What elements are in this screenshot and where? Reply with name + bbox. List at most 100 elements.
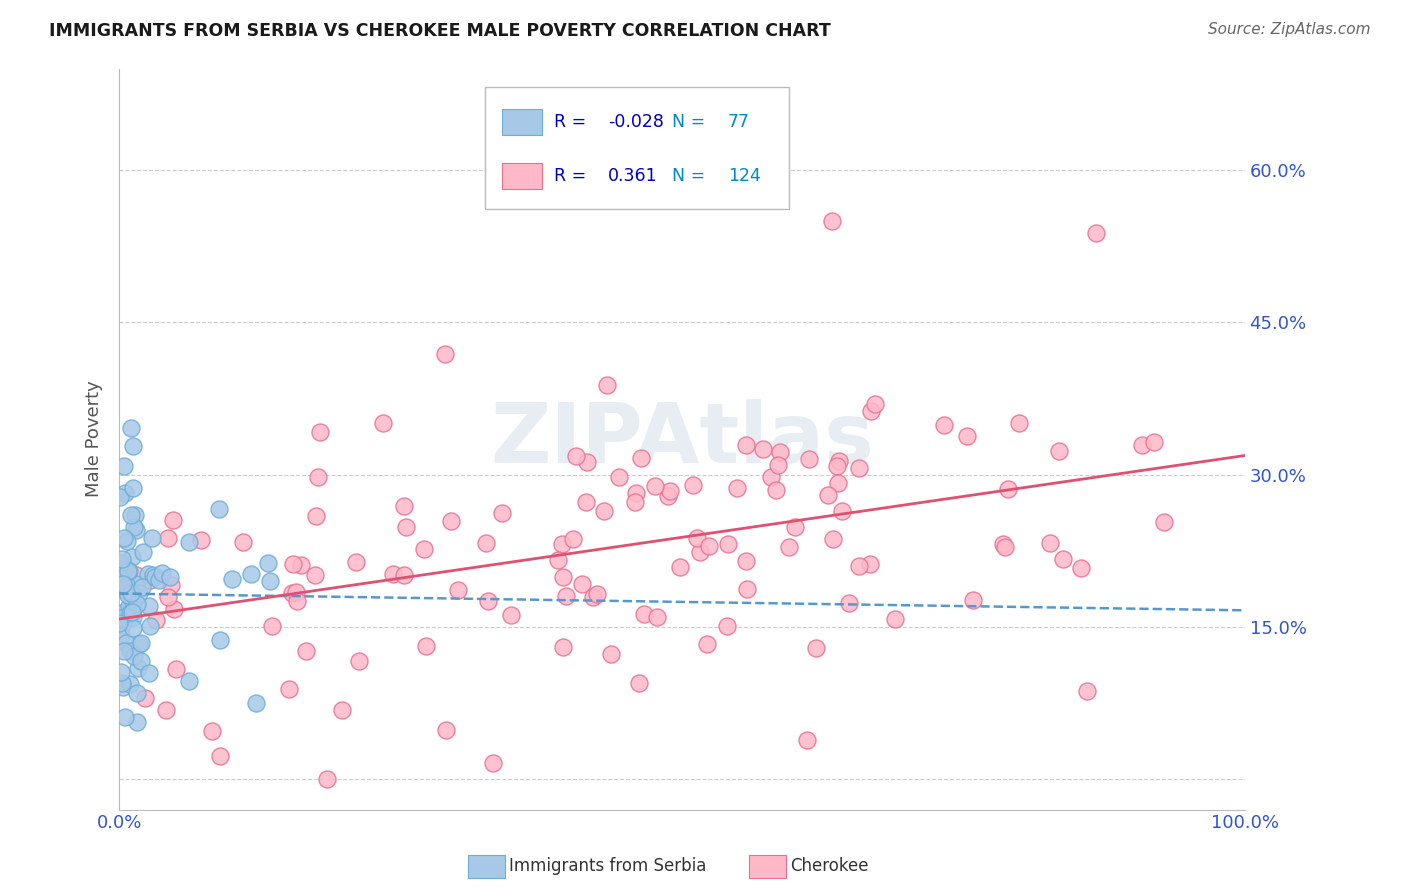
Cherokee (284, 585, 307, 599)
Immigrants from Serbia (117, 588, 139, 602)
Cherokee (956, 429, 979, 443)
Text: 124: 124 (728, 167, 761, 185)
Cherokee (201, 724, 224, 739)
Cherokee (232, 534, 254, 549)
Immigrants from Serbia (115, 533, 138, 548)
Immigrants from Serbia (127, 661, 149, 675)
Cherokee (561, 532, 583, 546)
Cherokee (1047, 444, 1070, 458)
Cherokee (551, 537, 574, 551)
Immigrants from Serbia (122, 439, 145, 453)
Text: R =: R = (554, 113, 592, 131)
Cherokee (162, 513, 184, 527)
Cherokee (209, 749, 232, 764)
Text: N =: N = (672, 167, 710, 185)
Immigrants from Serbia (112, 576, 135, 591)
Immigrants from Serbia (245, 696, 267, 710)
Immigrants from Serbia (118, 606, 141, 620)
Immigrants from Serbia (259, 574, 281, 589)
Immigrants from Serbia (150, 566, 173, 580)
Cherokee (294, 644, 316, 658)
Immigrants from Serbia (131, 636, 153, 650)
Immigrants from Serbia (125, 714, 148, 729)
Immigrants from Serbia (110, 665, 132, 679)
Cherokee (392, 499, 415, 513)
Immigrants from Serbia (125, 597, 148, 611)
Immigrants from Serbia (177, 673, 200, 688)
Text: -0.028: -0.028 (607, 113, 664, 131)
Immigrants from Serbia (122, 649, 145, 664)
Text: Cherokee: Cherokee (790, 857, 869, 875)
Immigrants from Serbia (114, 559, 136, 574)
Immigrants from Serbia (143, 570, 166, 584)
Immigrants from Serbia (131, 545, 153, 559)
Cherokee (647, 610, 669, 624)
Immigrants from Serbia (138, 665, 160, 680)
Cherokee (190, 533, 212, 548)
Cherokee (669, 560, 692, 574)
Cherokee (1052, 552, 1074, 566)
Cherokee (165, 661, 187, 675)
Cherokee (657, 489, 679, 503)
Cherokee (155, 703, 177, 717)
Cherokee (607, 470, 630, 484)
Cherokee (290, 558, 312, 573)
Text: R =: R = (554, 167, 592, 185)
Immigrants from Serbia (131, 580, 153, 594)
Immigrants from Serbia (108, 616, 131, 631)
Cherokee (600, 647, 623, 661)
Cherokee (827, 458, 849, 473)
Immigrants from Serbia (120, 508, 142, 523)
Cherokee (626, 485, 648, 500)
Immigrants from Serbia (124, 508, 146, 523)
Cherokee (838, 596, 860, 610)
Immigrants from Serbia (128, 586, 150, 600)
Immigrants from Serbia (138, 619, 160, 633)
Cherokee (630, 451, 652, 466)
Cherokee (821, 533, 844, 547)
Cherokee (1143, 434, 1166, 449)
Cherokee (278, 681, 301, 696)
Y-axis label: Male Poverty: Male Poverty (86, 381, 103, 498)
Immigrants from Serbia (118, 677, 141, 691)
Cherokee (382, 566, 405, 581)
Cherokee (735, 582, 758, 597)
Cherokee (156, 590, 179, 604)
Immigrants from Serbia (114, 485, 136, 500)
Immigrants from Serbia (112, 605, 135, 619)
Cherokee (474, 536, 496, 550)
Immigrants from Serbia (122, 594, 145, 608)
Cherokee (697, 539, 720, 553)
Immigrants from Serbia (111, 561, 134, 575)
Cherokee (575, 494, 598, 508)
Cherokee (797, 452, 820, 467)
Cherokee (280, 586, 302, 600)
Cherokee (778, 541, 800, 555)
Cherokee (932, 417, 955, 432)
Cherokee (769, 445, 792, 459)
Cherokee (576, 454, 599, 468)
Cherokee (821, 214, 844, 228)
Immigrants from Serbia (110, 629, 132, 643)
Immigrants from Serbia (115, 579, 138, 593)
Cherokee (883, 612, 905, 626)
Cherokee (765, 483, 787, 497)
Cherokee (827, 476, 849, 491)
Cherokee (565, 449, 588, 463)
Immigrants from Serbia (108, 491, 131, 505)
Cherokee (735, 554, 758, 568)
Cherokee (447, 582, 470, 597)
Immigrants from Serbia (108, 557, 131, 571)
Cherokee (962, 592, 984, 607)
Cherokee (1076, 684, 1098, 698)
Immigrants from Serbia (122, 520, 145, 534)
FancyBboxPatch shape (485, 87, 789, 210)
Cherokee (434, 346, 457, 360)
Cherokee (689, 545, 711, 559)
Cherokee (1153, 516, 1175, 530)
Immigrants from Serbia (118, 564, 141, 578)
Cherokee (304, 508, 326, 523)
Cherokee (716, 619, 738, 633)
Cherokee (735, 438, 758, 452)
Immigrants from Serbia (125, 686, 148, 700)
